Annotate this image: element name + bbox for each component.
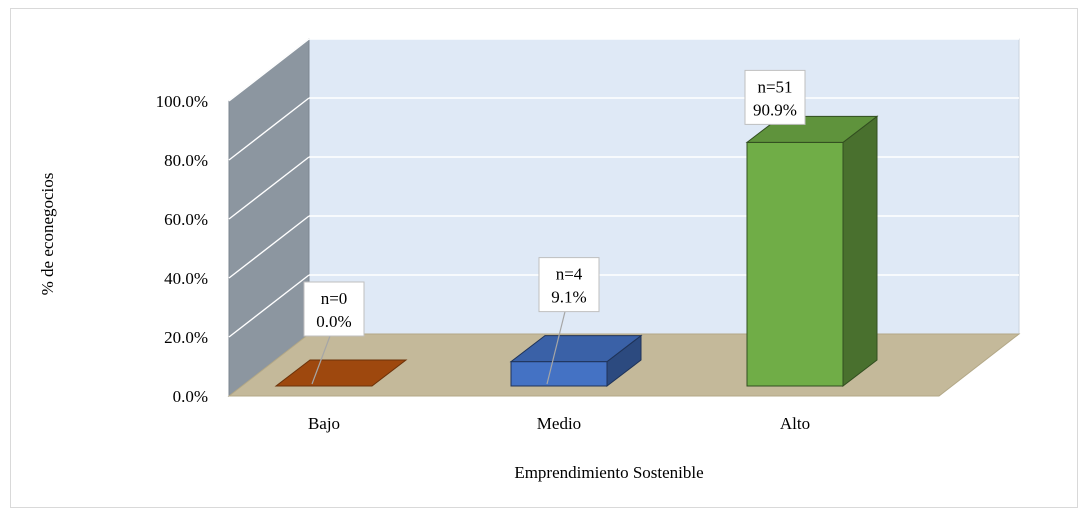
x-tick-label: Medio [537, 414, 581, 433]
y-tick-label: 20.0% [164, 328, 208, 347]
gridline-side [228, 38, 310, 102]
chart-frame: 0.0% 20.0% 40.0% 60.0% 80.0% 100.0% Bajo Medio… [10, 8, 1078, 508]
data-label-percent: 90.9% [753, 100, 797, 119]
y-tick-label: 60.0% [164, 210, 208, 229]
y-tick-label: 40.0% [164, 269, 208, 288]
bar-side [842, 115, 878, 388]
bar-alto [745, 115, 879, 388]
x-axis-label: Emprendimiento Sostenible [514, 463, 703, 482]
bar-top [509, 335, 643, 363]
gridlines [228, 38, 1019, 338]
x-tick-labels: Bajo Medio Alto [308, 414, 810, 433]
data-label-leader [546, 311, 566, 385]
y-axis-label: % de econegocios [38, 173, 57, 296]
data-label-count: n=0 [321, 289, 348, 308]
bar-bajo [274, 359, 408, 387]
data-labels: n=0 0.0% n=4 9.1% n=51 90.9% [303, 69, 806, 385]
bars [274, 115, 879, 388]
gridline-side [228, 215, 310, 279]
x-tick-label: Bajo [308, 414, 340, 433]
bar-front [510, 361, 608, 387]
x-tick-label: Alto [780, 414, 810, 433]
data-label-box [303, 281, 365, 337]
back-wall [308, 38, 1020, 335]
bar-top [274, 359, 408, 387]
bar-medio [509, 334, 643, 388]
data-label-box [744, 69, 806, 125]
data-label-percent: 9.1% [551, 288, 586, 307]
data-label-count: n=51 [757, 77, 792, 96]
y-tick-labels: 0.0% 20.0% 40.0% 60.0% 80.0% 100.0% [156, 92, 208, 406]
data-label-medio: n=4 9.1% [538, 257, 600, 385]
gridline-side [228, 97, 310, 161]
gridline-side [228, 274, 310, 338]
data-label-bajo: n=0 0.0% [303, 281, 365, 385]
y-tick-label: 0.0% [173, 387, 208, 406]
bar-front [746, 141, 844, 387]
data-label-count: n=4 [556, 265, 583, 284]
y-tick-label: 80.0% [164, 151, 208, 170]
bar-chart: 0.0% 20.0% 40.0% 60.0% 80.0% 100.0% Bajo Medio… [38, 37, 1021, 482]
y-tick-label: 100.0% [156, 92, 208, 111]
data-label-alto: n=51 90.9% [744, 69, 806, 125]
gridline-side [228, 156, 310, 220]
data-label-box [538, 257, 600, 313]
data-label-percent: 0.0% [316, 312, 351, 331]
data-label-leader [311, 335, 331, 385]
